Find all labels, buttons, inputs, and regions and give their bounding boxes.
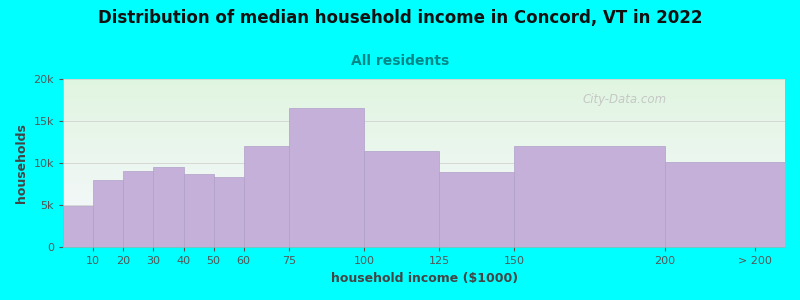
Bar [94, 180, 123, 248]
Text: All residents: All residents [351, 54, 449, 68]
Text: Distribution of median household income in Concord, VT in 2022: Distribution of median household income … [98, 9, 702, 27]
Bar [364, 151, 439, 248]
Y-axis label: households: households [15, 123, 28, 203]
Bar [244, 146, 289, 248]
Text: City-Data.com: City-Data.com [583, 93, 667, 106]
Bar [154, 167, 183, 247]
Bar [214, 177, 244, 248]
Bar [514, 146, 665, 248]
Bar [123, 171, 154, 248]
Bar [63, 206, 94, 248]
X-axis label: household income ($1000): household income ($1000) [330, 272, 518, 285]
Bar [665, 161, 785, 248]
Bar [289, 109, 364, 247]
Bar [183, 174, 214, 248]
Bar [439, 172, 514, 248]
